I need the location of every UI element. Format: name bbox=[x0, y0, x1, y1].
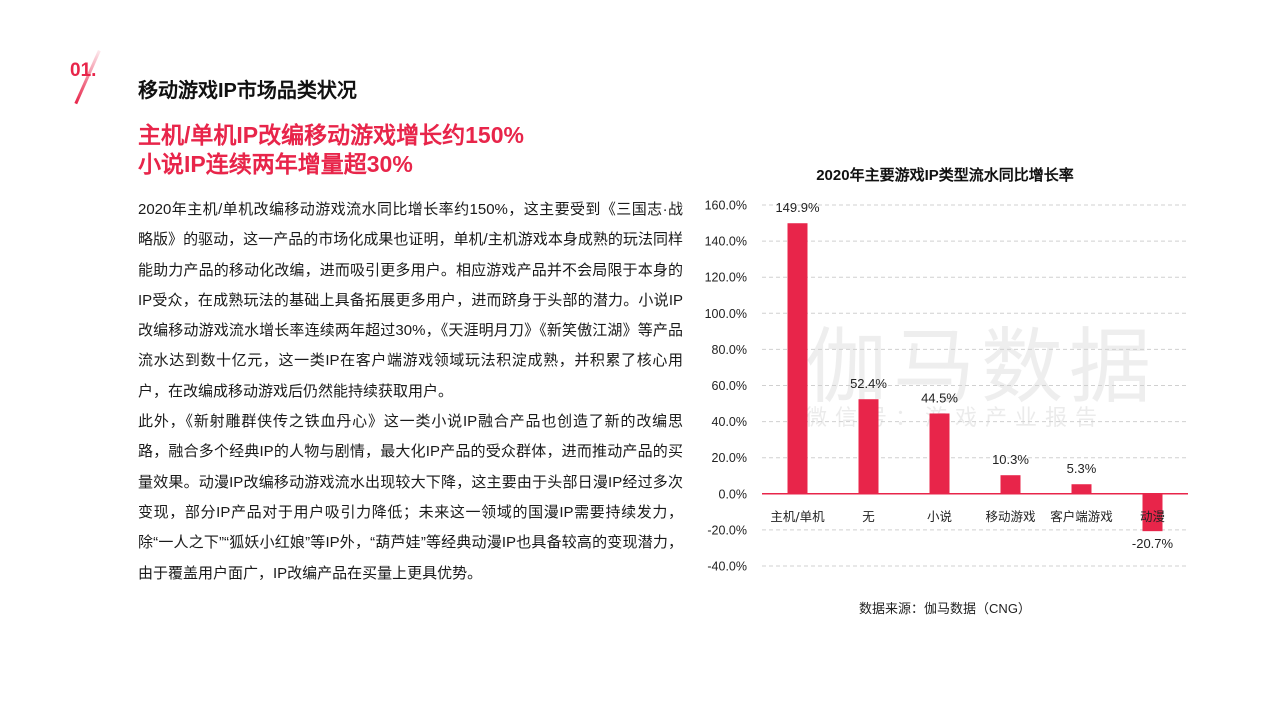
y-tick-label: 160.0% bbox=[705, 199, 747, 213]
watermark-logo-text: 伽马数据 bbox=[805, 320, 1158, 415]
headline-line-1: 主机/单机IP改编移动游戏增长约150% bbox=[138, 122, 524, 148]
x-tick-label: 小说 bbox=[927, 509, 952, 524]
watermark-subtext: 微信号：游戏产业报告 bbox=[805, 406, 1106, 431]
body-paragraph-1: 2020年主机/单机改编移动游戏流水同比增长率约150%，这主要受到《三国志·战… bbox=[138, 201, 683, 400]
y-tick-label: -40.0% bbox=[707, 560, 747, 574]
x-tick-label: 动漫 bbox=[1140, 509, 1165, 524]
data-label: 10.3% bbox=[992, 452, 1029, 467]
y-tick-label: 120.0% bbox=[705, 271, 747, 285]
body-paragraph-2: 此外，《新射雕群侠传之铁血丹心》这一类小说IP融合产品也创造了新的改编思路，融合… bbox=[138, 413, 683, 582]
y-tick-label: 0.0% bbox=[719, 487, 748, 501]
bar bbox=[1071, 484, 1092, 494]
chart-title: 2020年主要游戏IP类型流水同比增长率 bbox=[816, 167, 1074, 184]
data-source: 数据来源：伽马数据（CNG） bbox=[859, 601, 1031, 616]
bar bbox=[1000, 475, 1021, 494]
bar bbox=[787, 223, 808, 494]
y-tick-label: 100.0% bbox=[705, 307, 747, 321]
y-tick-label: 40.0% bbox=[712, 415, 747, 429]
y-tick-label: 60.0% bbox=[712, 379, 747, 393]
x-tick-label: 移动游戏 bbox=[985, 509, 1035, 524]
x-tick-label: 客户端游戏 bbox=[1050, 509, 1113, 524]
bar bbox=[858, 399, 879, 494]
x-tick-label: 无 bbox=[862, 509, 875, 524]
y-tick-label: 80.0% bbox=[712, 343, 747, 357]
headline: 主机/单机IP改编移动游戏增长约150% 小说IP连续两年增量超30% bbox=[138, 121, 524, 179]
headline-line-2: 小说IP连续两年增量超30% bbox=[138, 151, 413, 177]
bar bbox=[929, 413, 950, 494]
section-title: 移动游戏IP市场品类状况 bbox=[138, 80, 357, 102]
body-text: 2020年主机/单机改编移动游戏流水同比增长率约150%，这主要受到《三国志·战… bbox=[138, 195, 683, 589]
y-tick-label: 140.0% bbox=[705, 235, 747, 249]
bar bbox=[1142, 493, 1163, 532]
data-label: 149.9% bbox=[775, 200, 820, 215]
data-label: -20.7% bbox=[1132, 536, 1174, 551]
data-label: 5.3% bbox=[1067, 461, 1097, 476]
x-tick-label: 主机/单机 bbox=[770, 509, 825, 524]
data-label: 44.5% bbox=[921, 390, 958, 405]
data-label: 52.4% bbox=[850, 376, 887, 391]
y-tick-label: -20.0% bbox=[707, 523, 747, 537]
y-tick-label: 20.0% bbox=[712, 451, 747, 465]
